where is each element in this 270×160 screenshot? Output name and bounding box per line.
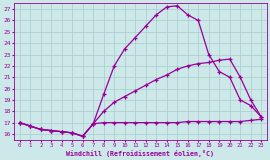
X-axis label: Windchill (Refroidissement éolien,°C): Windchill (Refroidissement éolien,°C) [66,150,214,156]
